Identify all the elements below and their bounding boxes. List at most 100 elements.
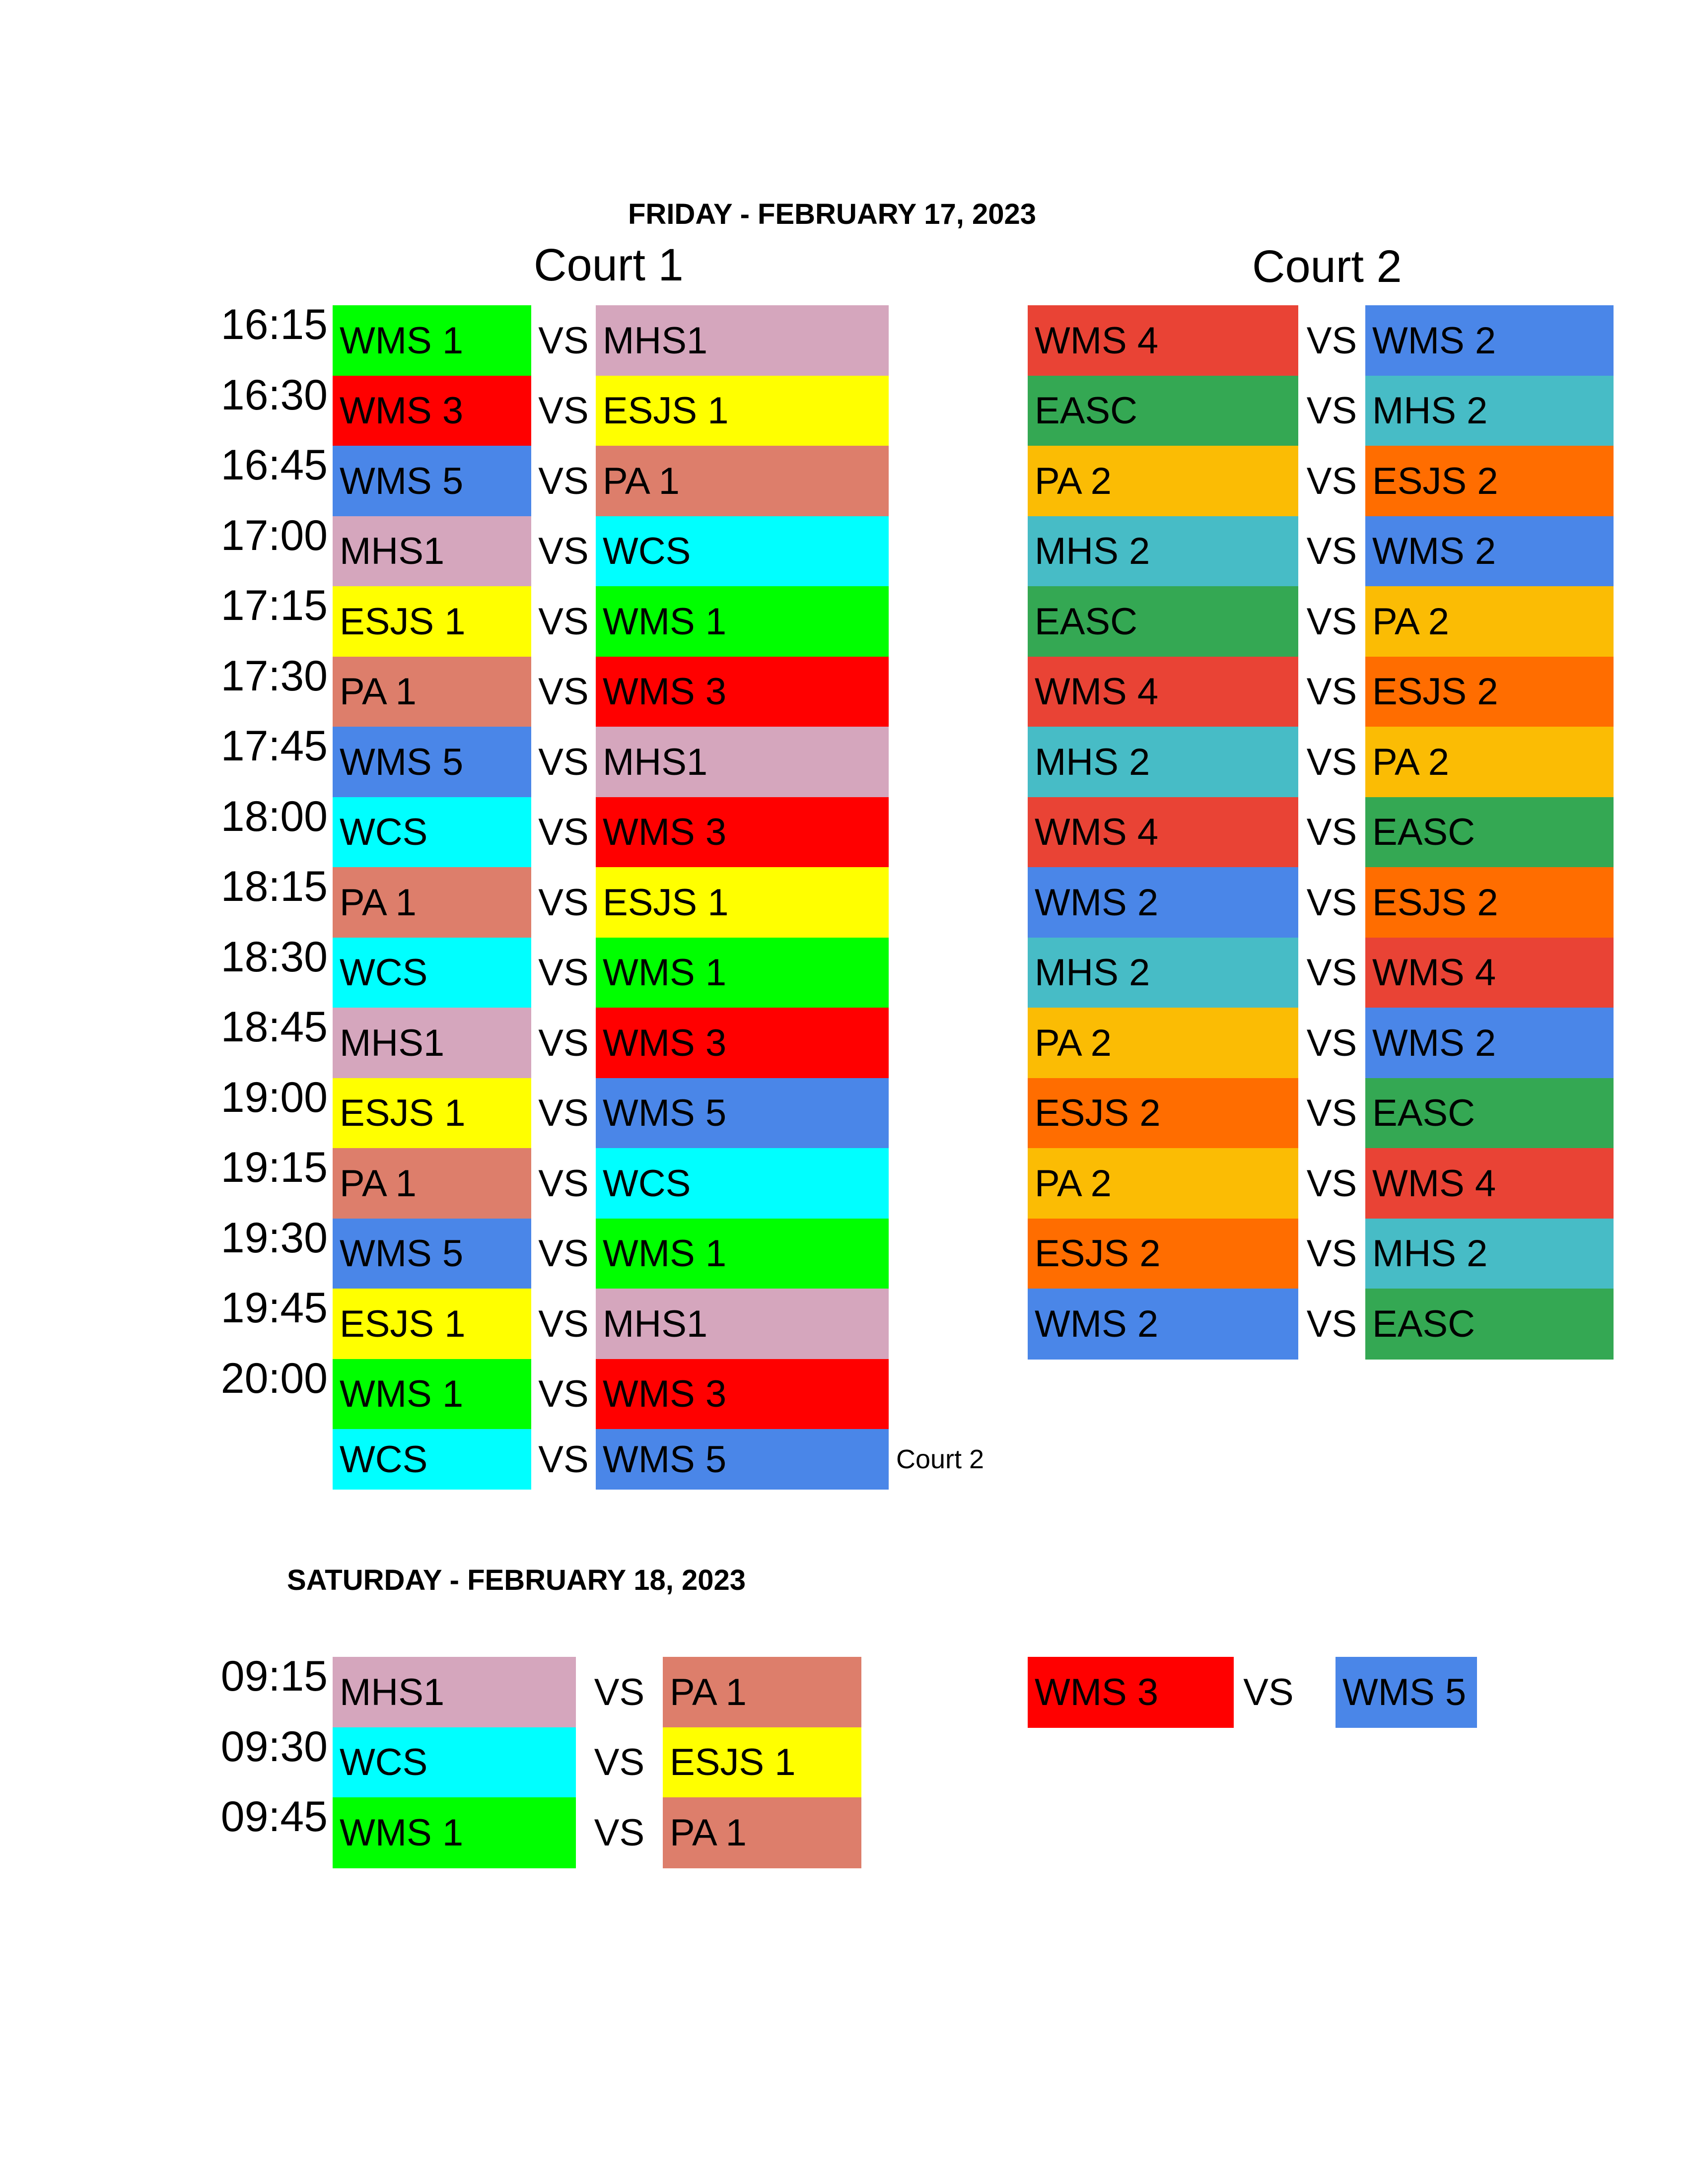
- time-label: 18:15: [220, 863, 328, 910]
- court1-team-b: PA 1: [596, 446, 889, 517]
- court1-team-b: WMS 1: [596, 586, 889, 657]
- vs-label: VS: [1306, 600, 1357, 643]
- court1-team-b: WMS 3: [596, 1359, 889, 1430]
- vs-label: VS: [594, 1671, 645, 1713]
- court1-team-b: WMS 1: [596, 1218, 889, 1289]
- vs-label: VS: [1306, 390, 1357, 432]
- vs-label: VS: [1306, 1022, 1357, 1064]
- court2-team-a: WMS 4: [1028, 305, 1298, 376]
- time-label: 19:45: [220, 1284, 328, 1332]
- court1-team-a: MHS1: [333, 516, 531, 587]
- time-label: 09:15: [220, 1652, 328, 1700]
- vs-label: VS: [1306, 460, 1357, 502]
- court2-team-a: WMS 2: [1028, 1289, 1298, 1360]
- court1-team-b: WMS 3: [596, 1008, 889, 1079]
- court2-team-a: WMS 4: [1028, 797, 1298, 868]
- vs-label: VS: [538, 741, 589, 783]
- friday-heading: FRIDAY - FEBRUARY 17, 2023: [628, 198, 1036, 230]
- vs-label: VS: [538, 319, 589, 362]
- court1-team-a: WCS: [333, 937, 531, 1008]
- court1-team-b: WMS 5: [596, 1429, 889, 1490]
- vs-label: VS: [538, 460, 589, 502]
- vs-label: VS: [1306, 1232, 1357, 1275]
- vs-label: VS: [1306, 1302, 1357, 1345]
- court1-team-b: ESJS 1: [663, 1727, 861, 1798]
- vs-label: VS: [1306, 319, 1357, 362]
- court2-team-a: MHS 2: [1028, 727, 1298, 798]
- vs-label: VS: [538, 1438, 589, 1481]
- court2-team-b: WMS 4: [1365, 1148, 1614, 1219]
- court2-team-b: WMS 5: [1336, 1657, 1477, 1728]
- court1-team-a: WMS 5: [333, 727, 531, 798]
- vs-label: VS: [538, 1302, 589, 1345]
- vs-label: VS: [1306, 671, 1357, 713]
- time-label: 09:45: [220, 1793, 328, 1841]
- court1-team-b: WMS 5: [596, 1078, 889, 1149]
- court1-team-a: WCS: [333, 797, 531, 868]
- time-label: 16:45: [220, 441, 328, 489]
- vs-label: VS: [538, 1232, 589, 1275]
- court2-team-b: WMS 4: [1365, 937, 1614, 1008]
- vs-label: VS: [538, 1162, 589, 1205]
- time-label: 16:30: [220, 371, 328, 419]
- court2-team-b: EASC: [1365, 1078, 1614, 1149]
- time-label: 18:00: [220, 792, 328, 840]
- court1-team-a: ESJS 1: [333, 1289, 531, 1360]
- time-label: 16:15: [220, 301, 328, 348]
- court1-team-b: MHS1: [596, 727, 889, 798]
- vs-label: VS: [1306, 811, 1357, 854]
- vs-label: VS: [538, 1022, 589, 1064]
- time-label: 18:30: [220, 933, 328, 981]
- vs-label: VS: [1306, 881, 1357, 924]
- court2-team-a: PA 2: [1028, 1008, 1298, 1079]
- vs-label: VS: [538, 530, 589, 573]
- court1-team-a: WMS 1: [333, 1797, 576, 1868]
- vs-label: VS: [594, 1741, 645, 1784]
- court1-team-b: WCS: [596, 1148, 889, 1219]
- court1-team-a: WMS 1: [333, 1359, 531, 1430]
- court1-team-b: PA 1: [663, 1657, 861, 1728]
- court2-team-b: PA 2: [1365, 727, 1614, 798]
- court1-team-a: PA 1: [333, 656, 531, 727]
- vs-label: VS: [538, 600, 589, 643]
- court1-team-a: PA 1: [333, 1148, 531, 1219]
- time-label: 19:15: [220, 1144, 328, 1191]
- saturday-heading: SATURDAY - FEBRUARY 18, 2023: [287, 1564, 746, 1596]
- court2-team-b: ESJS 2: [1365, 867, 1614, 938]
- vs-label: VS: [538, 671, 589, 713]
- court1-team-b: WCS: [596, 516, 889, 587]
- court1-team-a: WCS: [333, 1429, 531, 1490]
- court2-team-a: PA 2: [1028, 446, 1298, 517]
- court2-team-b: ESJS 2: [1365, 446, 1614, 517]
- court-note: Court 2: [896, 1444, 985, 1474]
- court2-team-a: EASC: [1028, 586, 1298, 657]
- time-label: 18:45: [220, 1003, 328, 1051]
- court2-team-b: ESJS 2: [1365, 656, 1614, 727]
- court1-team-b: WMS 1: [596, 937, 889, 1008]
- court2-team-a: WMS 2: [1028, 867, 1298, 938]
- time-label: 17:45: [220, 722, 328, 770]
- court2-team-b: MHS 2: [1365, 1218, 1614, 1289]
- court1-team-a: ESJS 1: [333, 1078, 531, 1149]
- court2-team-b: WMS 2: [1365, 516, 1614, 587]
- court2-team-a: PA 2: [1028, 1148, 1298, 1219]
- vs-label: VS: [538, 390, 589, 432]
- time-label: 20:00: [220, 1354, 328, 1402]
- time-label: 17:00: [220, 511, 328, 559]
- vs-label: VS: [1306, 741, 1357, 783]
- court2-team-a: ESJS 2: [1028, 1218, 1298, 1289]
- court2-team-a: EASC: [1028, 375, 1298, 446]
- vs-label: VS: [1243, 1671, 1294, 1713]
- court1-team-b: ESJS 1: [596, 375, 889, 446]
- vs-label: VS: [538, 1092, 589, 1135]
- court1-team-b: PA 1: [663, 1797, 861, 1868]
- court1-team-a: MHS1: [333, 1657, 576, 1728]
- court2-team-b: EASC: [1365, 1289, 1614, 1360]
- vs-label: VS: [1306, 530, 1357, 573]
- court1-team-a: PA 1: [333, 867, 531, 938]
- court1-team-b: WMS 3: [596, 656, 889, 727]
- court1-team-a: ESJS 1: [333, 586, 531, 657]
- court1-team-a: WMS 5: [333, 446, 531, 517]
- court1-team-b: MHS1: [596, 305, 889, 376]
- time-label: 19:30: [220, 1214, 328, 1262]
